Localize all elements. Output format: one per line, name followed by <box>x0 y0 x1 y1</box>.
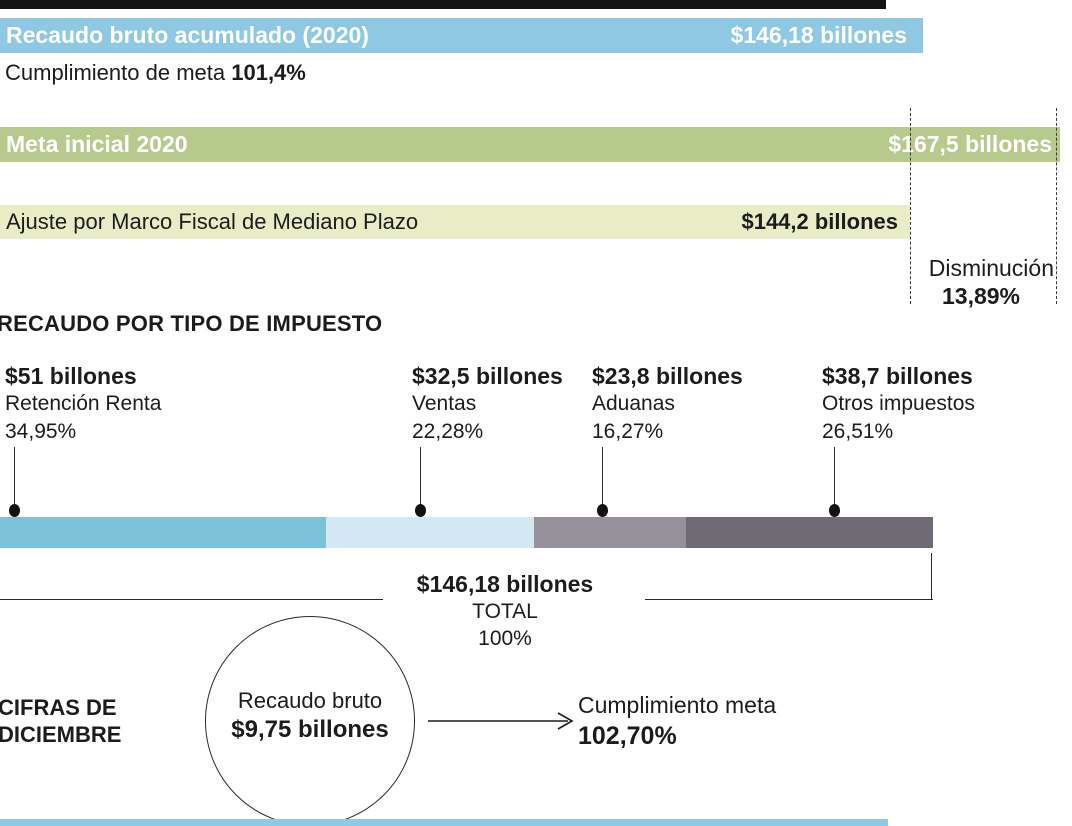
meta-diciembre-value: 102,70% <box>578 722 677 750</box>
ajuste-value: $144,2 billones <box>741 209 898 234</box>
total-value: $146,18 billones <box>416 571 594 597</box>
meta-inicial-value: $167,5 billones <box>888 131 1052 157</box>
cumplimiento-value: 101,4% <box>231 60 306 85</box>
section-title: RECAUDO POR TIPO DE IMPUESTO <box>0 311 383 336</box>
circle-label: Recaudo bruto <box>237 688 383 713</box>
bar-segment-1 <box>0 517 327 548</box>
ajuste-bar: Ajuste por Marco Fiscal de Mediano Plazo… <box>0 205 910 239</box>
bottom-divider-strip <box>0 819 888 826</box>
segment-label-otros: $38,7 billones Otros impuestos 26,51% <box>822 362 975 446</box>
dashed-line-left <box>910 108 911 304</box>
bracket-line-left <box>0 599 383 600</box>
segment-percent: 26,51% <box>822 420 894 443</box>
segment-value: $23,8 billones <box>592 363 743 389</box>
top-divider-strip <box>0 0 886 9</box>
meta-inicial-label: Meta inicial 2020 <box>6 131 188 157</box>
leader-dot-1 <box>9 504 20 517</box>
recaudo-bruto-bar: Recaudo bruto acumulado (2020) $146,18 b… <box>0 18 923 53</box>
leader-dot-4 <box>829 504 840 517</box>
total-label: TOTAL <box>472 600 538 623</box>
segment-value: $32,5 billones <box>412 363 563 389</box>
meta-diciembre-label: Cumplimiento meta <box>578 692 777 718</box>
segment-name: Aduanas <box>592 392 675 415</box>
segment-name: Retención Renta <box>5 392 162 415</box>
leader-line-4 <box>834 447 835 508</box>
segment-name: Otros impuestos <box>822 392 975 415</box>
leader-line-3 <box>602 447 603 508</box>
bracket-riser <box>931 553 932 600</box>
recaudo-bruto-label: Recaudo bruto acumulado (2020) <box>6 22 369 48</box>
total-percent: 100% <box>478 627 532 650</box>
segment-percent: 16,27% <box>592 420 664 443</box>
dashed-line-right <box>1056 108 1057 304</box>
disminucion-block: Disminución 13,89% <box>905 255 1057 310</box>
cifras-diciembre-title: CIFRAS DE DICIEMBRE <box>0 694 121 748</box>
bar-segment-4 <box>685 517 933 548</box>
ajuste-label: Ajuste por Marco Fiscal de Mediano Plazo <box>6 209 419 234</box>
leader-line-2 <box>420 447 421 508</box>
segment-label-retencion: $51 billones Retención Renta 34,95% <box>5 362 161 446</box>
stacked-bar <box>0 517 933 548</box>
leader-dot-3 <box>597 504 608 517</box>
leader-dot-2 <box>415 504 426 517</box>
cifras-line1: CIFRAS DE <box>0 695 117 720</box>
total-block: $146,18 billones TOTAL 100% <box>355 571 655 652</box>
meta-inicial-bar: Meta inicial 2020 $167,5 billones <box>0 127 1060 162</box>
segment-name: Ventas <box>412 392 477 415</box>
leader-line-1 <box>14 447 15 508</box>
cumplimiento-label: Cumplimiento de meta <box>5 60 226 85</box>
segment-label-ventas: $32,5 billones Ventas 22,28% <box>412 362 563 446</box>
disminucion-label: Disminución <box>928 255 1054 281</box>
arrow-icon <box>428 712 574 730</box>
circle-value: $9,75 billones <box>231 716 389 743</box>
bar-segment-3 <box>533 517 686 548</box>
cifras-line2: DICIEMBRE <box>0 722 122 747</box>
recaudo-bruto-value: $146,18 billones <box>730 22 907 48</box>
bar-segment-2 <box>326 517 534 548</box>
segment-percent: 34,95% <box>5 420 77 443</box>
cumplimiento-line: Cumplimiento de meta 101,4% <box>5 60 306 86</box>
segment-label-aduanas: $23,8 billones Aduanas 16,27% <box>592 362 743 446</box>
segment-value: $51 billones <box>5 363 137 389</box>
segment-value: $38,7 billones <box>822 363 973 389</box>
segment-percent: 22,28% <box>412 420 484 443</box>
disminucion-value: 13,89% <box>941 283 1020 309</box>
bracket-line-right <box>645 599 933 600</box>
